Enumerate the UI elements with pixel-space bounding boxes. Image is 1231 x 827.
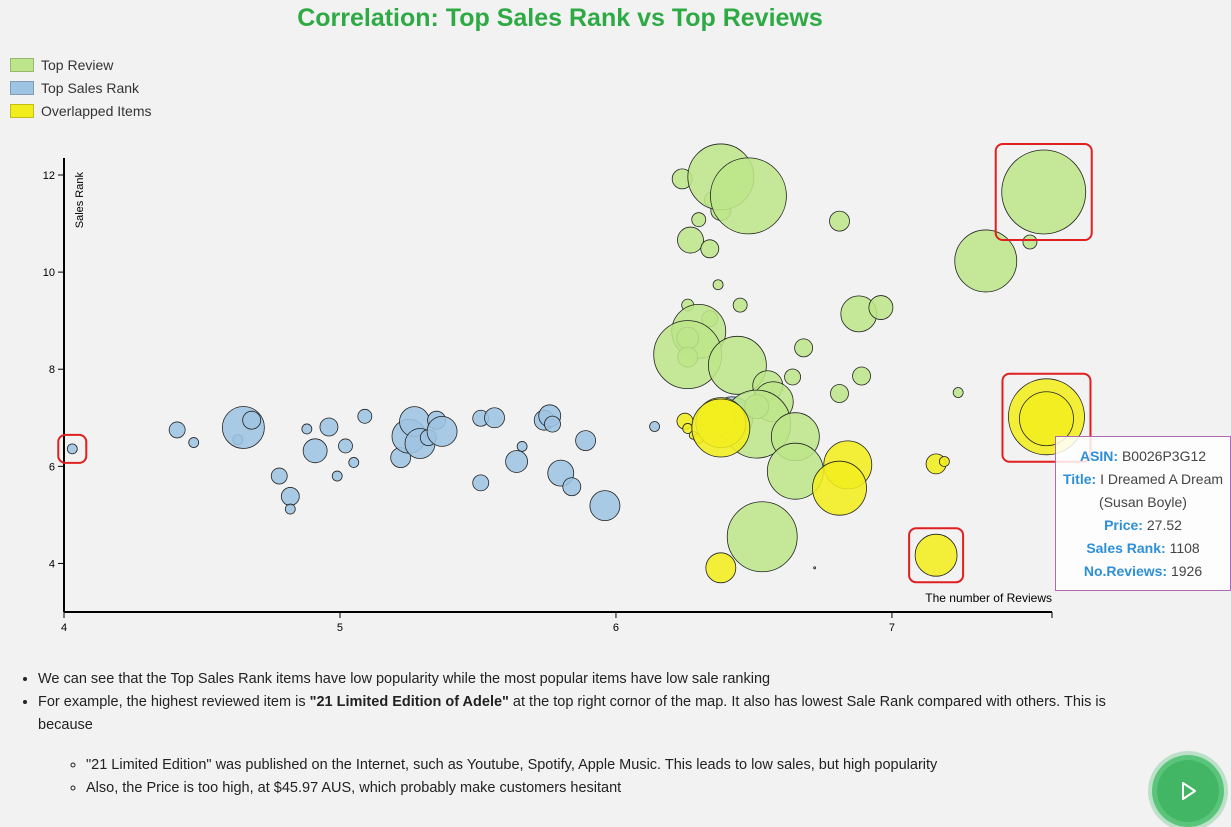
legend-label: Overlapped Items bbox=[41, 102, 152, 119]
point-top-review[interactable] bbox=[677, 226, 704, 254]
point-top-sales-rank[interactable] bbox=[575, 430, 596, 451]
x-tick-label: 5 bbox=[337, 622, 343, 634]
point-top-sales-rank[interactable] bbox=[331, 470, 343, 482]
point-top-sales-rank[interactable] bbox=[589, 490, 621, 522]
point-top-sales-rank[interactable] bbox=[66, 443, 78, 455]
tooltip-reviews-row: No.Reviews: 1926 bbox=[1083, 563, 1203, 579]
point-overlapped-items[interactable] bbox=[812, 460, 867, 516]
point-top-sales-rank[interactable] bbox=[338, 438, 353, 454]
note-subitem: Also, the Price is too high, at $45.97 A… bbox=[86, 777, 1128, 800]
point-top-sales-rank[interactable] bbox=[284, 503, 296, 515]
point-top-review[interactable] bbox=[726, 501, 798, 573]
legend-swatch bbox=[10, 103, 34, 118]
point-top-review[interactable] bbox=[852, 366, 871, 386]
point-top-review[interactable] bbox=[954, 229, 1018, 293]
legend: Top Review Top Sales Rank Overlapped Ite… bbox=[10, 53, 152, 122]
point-top-review[interactable] bbox=[868, 295, 894, 320]
legend-swatch bbox=[10, 57, 34, 72]
x-tick-label: 4 bbox=[61, 622, 67, 634]
point-top-sales-rank[interactable] bbox=[168, 421, 186, 439]
item-tooltip: ASIN: B0026P3G12 Title: I Dreamed A Drea… bbox=[1055, 436, 1231, 591]
x-tick-label: 7 bbox=[889, 622, 895, 634]
legend-item-top-sales-rank[interactable]: Top Sales Rank bbox=[10, 76, 152, 99]
point-top-sales-rank[interactable] bbox=[426, 415, 458, 447]
play-button-inner bbox=[1157, 760, 1219, 822]
legend-item-overlapped-items[interactable]: Overlapped Items bbox=[10, 99, 152, 122]
tooltip-sales-rank-row: Sales Rank: 1108 bbox=[1086, 540, 1200, 556]
point-top-review[interactable] bbox=[813, 566, 817, 570]
point-top-review[interactable] bbox=[794, 338, 814, 358]
point-top-sales-rank[interactable] bbox=[221, 406, 265, 449]
analysis-notes: We can see that the Top Sales Rank items… bbox=[18, 668, 1128, 800]
y-tick-label: 4 bbox=[49, 558, 55, 570]
note-subitem: "21 Limited Edition" was published on th… bbox=[86, 754, 1128, 777]
highlight-box bbox=[57, 433, 88, 464]
y-tick-label: 8 bbox=[49, 364, 55, 376]
point-top-review[interactable] bbox=[830, 384, 849, 403]
point-overlapped-items[interactable] bbox=[938, 456, 950, 467]
legend-item-top-review[interactable]: Top Review bbox=[10, 53, 152, 76]
highlight-box bbox=[994, 142, 1093, 241]
point-overlapped-items[interactable] bbox=[914, 533, 958, 577]
point-top-review[interactable] bbox=[1022, 234, 1038, 250]
scatter-chart: 4 6 8 10 12 4 5 6 7 Sales Rank The number of Revie… bbox=[43, 142, 1093, 634]
point-top-review[interactable] bbox=[784, 368, 801, 386]
point-top-sales-rank[interactable] bbox=[516, 441, 528, 452]
point-top-review[interactable] bbox=[712, 279, 724, 291]
y-axis-label: Sales Rank bbox=[74, 172, 86, 229]
play-icon bbox=[1182, 782, 1196, 800]
x-tick-label: 6 bbox=[613, 622, 619, 634]
point-top-review[interactable] bbox=[732, 297, 748, 313]
note-item: For example, the highest reviewed item i… bbox=[38, 691, 1128, 800]
y-tick-label: 10 bbox=[43, 267, 55, 279]
point-top-sales-rank[interactable] bbox=[484, 407, 505, 429]
point-top-sales-rank[interactable] bbox=[348, 457, 360, 468]
point-top-sales-rank[interactable] bbox=[302, 438, 328, 464]
tooltip-title-row: Title: I Dreamed A Dream (Susan Boyle) bbox=[1062, 471, 1224, 510]
point-top-sales-rank[interactable] bbox=[505, 450, 529, 473]
point-top-review[interactable] bbox=[1001, 149, 1087, 235]
point-top-review[interactable] bbox=[700, 239, 720, 259]
x-axis-label: The number of Reviews bbox=[925, 591, 1052, 605]
point-top-sales-rank[interactable] bbox=[562, 477, 582, 497]
point-top-review[interactable] bbox=[829, 210, 850, 232]
point-top-sales-rank[interactable] bbox=[280, 487, 300, 506]
chart-title: Correlation: Top Sales Rank vs Top Revie… bbox=[297, 4, 823, 32]
point-top-sales-rank[interactable] bbox=[188, 437, 200, 448]
point-top-sales-rank[interactable] bbox=[472, 474, 490, 492]
point-top-review[interactable] bbox=[710, 157, 787, 235]
point-top-sales-rank[interactable] bbox=[544, 415, 561, 433]
y-tick-label: 6 bbox=[49, 461, 55, 473]
legend-swatch bbox=[10, 80, 34, 95]
point-top-sales-rank[interactable] bbox=[270, 467, 288, 485]
y-tick-label: 12 bbox=[43, 170, 55, 182]
point-top-review[interactable] bbox=[707, 335, 767, 395]
highlight-box bbox=[1001, 372, 1092, 463]
point-top-review[interactable] bbox=[952, 387, 964, 398]
tooltip-price-row: Price: 27.52 bbox=[1104, 517, 1182, 533]
point-overlapped-items[interactable] bbox=[705, 552, 737, 584]
highlight-box bbox=[908, 527, 965, 584]
point-top-sales-rank[interactable] bbox=[649, 421, 660, 432]
note-item: We can see that the Top Sales Rank items… bbox=[38, 668, 1128, 691]
point-overlapped-items[interactable] bbox=[691, 398, 751, 458]
legend-label: Top Review bbox=[41, 56, 114, 73]
point-top-review[interactable] bbox=[691, 212, 707, 228]
play-button[interactable] bbox=[1152, 755, 1224, 827]
point-top-sales-rank[interactable] bbox=[301, 423, 313, 435]
point-top-sales-rank[interactable] bbox=[242, 410, 262, 430]
point-top-sales-rank[interactable] bbox=[319, 417, 339, 437]
legend-label: Top Sales Rank bbox=[41, 79, 140, 96]
point-overlapped-items[interactable] bbox=[1019, 391, 1074, 447]
point-top-sales-rank[interactable] bbox=[357, 408, 373, 424]
tooltip-asin-row: ASIN: B0026P3G12 bbox=[1079, 448, 1207, 464]
